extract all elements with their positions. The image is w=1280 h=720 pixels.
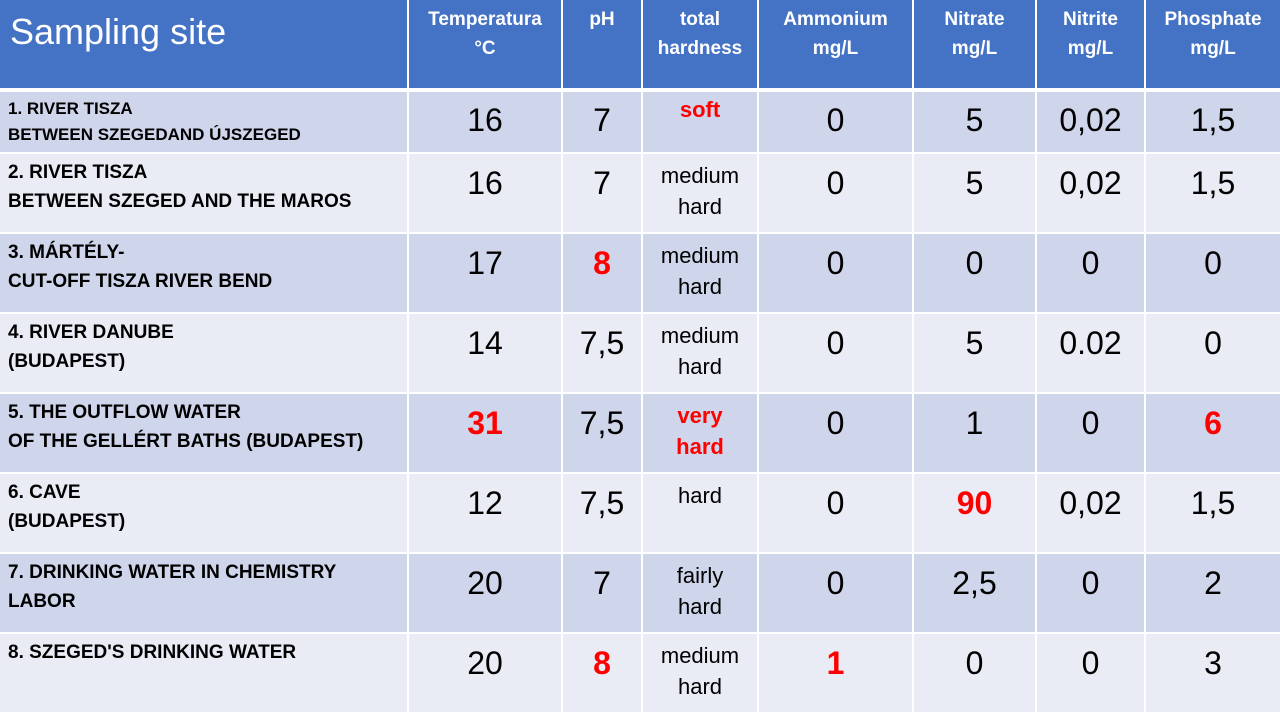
table-row: 3. MÁRTÉLY- CUT-OFF TISZA RIVER BEND 17 … [0,233,1280,314]
ammonium-cell: 0 [758,553,914,634]
sampling-site-cell: 8. SZEGED'S DRINKING WATER [0,633,409,714]
header-total-hardness: total hardness [642,0,759,92]
hardness-cell: hard [642,473,759,554]
ph-cell: 7 [562,90,643,154]
header-nitrate: Nitrate mg/L [913,0,1037,92]
temperature-cell: 16 [408,90,563,154]
nitrite-cell: 0,02 [1036,153,1146,234]
temperature-cell: 17 [408,233,563,314]
sampling-site-cell: 4. RIVER DANUBE (BUDAPEST) [0,313,409,394]
nitrate-cell: 5 [913,90,1037,154]
nitrate-cell: 90 [913,473,1037,554]
ammonium-cell: 0 [758,233,914,314]
temperature-cell: 16 [408,153,563,234]
phosphate-cell: 6 [1145,393,1280,474]
nitrate-cell: 0 [913,233,1037,314]
sampling-site-cell: 6. CAVE (BUDAPEST) [0,473,409,554]
temperature-cell: 31 [408,393,563,474]
sampling-site-cell: 1. RIVER TISZA BETWEEN SZEGEDAND ÚJSZEGE… [0,90,409,154]
hardness-cell: fairly hard [642,553,759,634]
sampling-site-cell: 7. DRINKING WATER IN CHEMISTRY LABOR [0,553,409,634]
nitrate-cell: 1 [913,393,1037,474]
nitrite-cell: 0 [1036,393,1146,474]
hardness-cell: medium hard [642,633,759,714]
table-row: 6. CAVE (BUDAPEST) 12 7,5 hard 0 90 0,02… [0,473,1280,554]
ph-cell: 8 [562,633,643,714]
nitrite-cell: 0 [1036,633,1146,714]
hardness-cell: medium hard [642,313,759,394]
header-sampling-site: Sampling site [0,0,409,92]
phosphate-cell: 1,5 [1145,473,1280,554]
ph-cell: 7,5 [562,393,643,474]
phosphate-cell: 1,5 [1145,153,1280,234]
ammonium-cell: 0 [758,313,914,394]
nitrite-cell: 0 [1036,553,1146,634]
phosphate-cell: 0 [1145,313,1280,394]
phosphate-cell: 2 [1145,553,1280,634]
hardness-cell: very hard [642,393,759,474]
nitrite-cell: 0 [1036,233,1146,314]
temperature-cell: 14 [408,313,563,394]
nitrate-cell: 2,5 [913,553,1037,634]
hardness-cell: medium hard [642,153,759,234]
hardness-cell: medium hard [642,233,759,314]
nitrate-cell: 5 [913,313,1037,394]
ph-cell: 7,5 [562,473,643,554]
table-header-row: Sampling site Temperatura °C pH total ha… [0,0,1280,92]
sampling-site-cell: 2. RIVER TISZA BETWEEN SZEGED AND THE MA… [0,153,409,234]
header-ph: pH [562,0,643,92]
table-row: 5. THE OUTFLOW WATER OF THE GELLÉRT BATH… [0,393,1280,474]
table-row: 1. RIVER TISZA BETWEEN SZEGEDAND ÚJSZEGE… [0,90,1280,154]
table-row: 2. RIVER TISZA BETWEEN SZEGED AND THE MA… [0,153,1280,234]
header-phosphate: Phosphate mg/L [1145,0,1280,92]
phosphate-cell: 3 [1145,633,1280,714]
header-ammonium: Ammonium mg/L [758,0,914,92]
phosphate-cell: 0 [1145,233,1280,314]
nitrate-cell: 0 [913,633,1037,714]
ammonium-cell: 0 [758,153,914,234]
sampling-site-cell: 5. THE OUTFLOW WATER OF THE GELLÉRT BATH… [0,393,409,474]
table-row: 4. RIVER DANUBE (BUDAPEST) 14 7,5 medium… [0,313,1280,394]
ph-cell: 7,5 [562,313,643,394]
header-temperature: Temperatura °C [408,0,563,92]
phosphate-cell: 1,5 [1145,90,1280,154]
header-nitrite: Nitrite mg/L [1036,0,1146,92]
sampling-site-cell: 3. MÁRTÉLY- CUT-OFF TISZA RIVER BEND [0,233,409,314]
nitrite-cell: 0.02 [1036,313,1146,394]
ammonium-cell: 0 [758,90,914,154]
ph-cell: 7 [562,153,643,234]
temperature-cell: 20 [408,553,563,634]
table-row: 7. DRINKING WATER IN CHEMISTRY LABOR 20 … [0,553,1280,634]
ph-cell: 8 [562,233,643,314]
hardness-cell: soft [642,90,759,154]
temperature-cell: 12 [408,473,563,554]
nitrite-cell: 0,02 [1036,90,1146,154]
temperature-cell: 20 [408,633,563,714]
table-row: 8. SZEGED'S DRINKING WATER 20 8 medium h… [0,633,1280,714]
ammonium-cell: 0 [758,393,914,474]
ph-cell: 7 [562,553,643,634]
nitrite-cell: 0,02 [1036,473,1146,554]
ammonium-cell: 1 [758,633,914,714]
ammonium-cell: 0 [758,473,914,554]
nitrate-cell: 5 [913,153,1037,234]
